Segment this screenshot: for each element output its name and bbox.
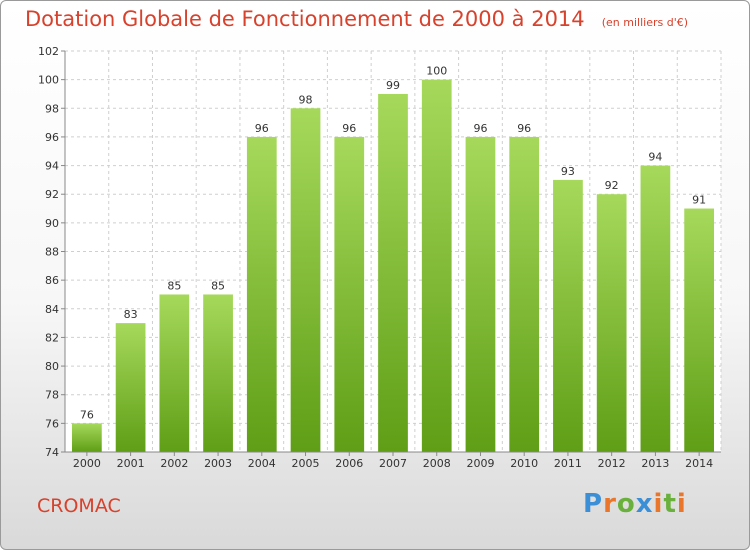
y-tick-label: 92	[45, 188, 59, 201]
value-label-2003: 85	[211, 279, 225, 292]
value-label-2004: 96	[255, 122, 269, 135]
bar-2011	[553, 179, 583, 452]
x-tick-label-2006: 2006	[335, 457, 363, 470]
value-label-2005: 98	[299, 93, 313, 106]
y-tick-label: 78	[45, 389, 59, 402]
y-tick-label: 84	[45, 303, 59, 316]
logo-letter: P	[583, 489, 604, 519]
x-tick-label-2012: 2012	[598, 457, 626, 470]
value-label-2006: 96	[342, 122, 356, 135]
value-label-2013: 94	[648, 151, 662, 164]
bar-2010	[509, 136, 540, 452]
x-tick-label-2003: 2003	[204, 457, 232, 470]
x-tick-label-2004: 2004	[248, 457, 276, 470]
x-tick-label-2001: 2001	[117, 457, 145, 470]
bar-2009	[465, 136, 496, 452]
value-label-2007: 99	[386, 79, 400, 92]
bar-2003	[203, 294, 233, 452]
bar-2001	[115, 323, 146, 452]
logo-letter: r	[603, 489, 617, 519]
x-tick-label-2007: 2007	[379, 457, 407, 470]
commune-name: CROMAC	[37, 495, 121, 517]
unit-note: (en milliers d'€)	[601, 16, 689, 29]
x-tick-label-2005: 2005	[292, 457, 320, 470]
y-tick-label: 96	[45, 131, 59, 144]
value-label-2011: 93	[561, 165, 575, 178]
value-label-2000: 76	[80, 408, 94, 421]
bar-2000	[71, 423, 102, 452]
bar-2008	[421, 79, 452, 453]
chart-title: Dotation Globale de Fonctionnement de 20…	[25, 7, 688, 31]
bar-2005	[290, 108, 321, 453]
bar-2007	[378, 93, 408, 452]
y-tick-label: 76	[45, 417, 59, 430]
y-tick-label: 98	[45, 102, 59, 115]
bar-2012	[596, 194, 627, 452]
x-tick-label-2002: 2002	[160, 457, 188, 470]
logo-letter: o	[616, 489, 636, 519]
y-tick-label: 90	[45, 217, 59, 230]
x-tick-label-2010: 2010	[510, 457, 538, 470]
proxiti-logo: Proxiti	[583, 489, 687, 519]
y-tick-label: 74	[45, 446, 59, 459]
value-label-2001: 83	[124, 308, 138, 321]
value-label-2002: 85	[167, 279, 181, 292]
y-tick-label: 88	[45, 246, 59, 259]
y-tick-label: 94	[45, 160, 59, 173]
value-label-2014: 91	[692, 194, 706, 207]
y-tick-label: 82	[45, 331, 59, 344]
y-tick-label: 80	[45, 360, 59, 373]
x-tick-label-2000: 2000	[73, 457, 101, 470]
x-tick-label-2013: 2013	[641, 457, 669, 470]
value-label-2010: 96	[517, 122, 531, 135]
x-tick-label-2008: 2008	[423, 457, 451, 470]
x-tick-label-2014: 2014	[685, 457, 713, 470]
bar-2002	[159, 294, 190, 452]
bar-2013	[640, 165, 671, 453]
y-tick-label: 86	[45, 274, 59, 287]
x-tick-label-2011: 2011	[554, 457, 582, 470]
logo-letter: i	[653, 489, 664, 519]
bar-2004	[246, 136, 277, 452]
logo-letter: i	[676, 489, 687, 519]
y-tick-label: 100	[38, 74, 59, 87]
bar-2006	[334, 136, 365, 452]
bar-2014	[684, 208, 715, 452]
value-label-2008: 100	[426, 65, 447, 78]
title-text: Dotation Globale de Fonctionnement de 20…	[25, 7, 585, 31]
logo-letter: t	[663, 489, 677, 519]
value-label-2009: 96	[473, 122, 487, 135]
x-tick-label-2009: 2009	[466, 457, 494, 470]
logo-letter: x	[635, 489, 654, 519]
y-tick-label: 102	[38, 45, 59, 58]
value-label-2012: 92	[605, 179, 619, 192]
